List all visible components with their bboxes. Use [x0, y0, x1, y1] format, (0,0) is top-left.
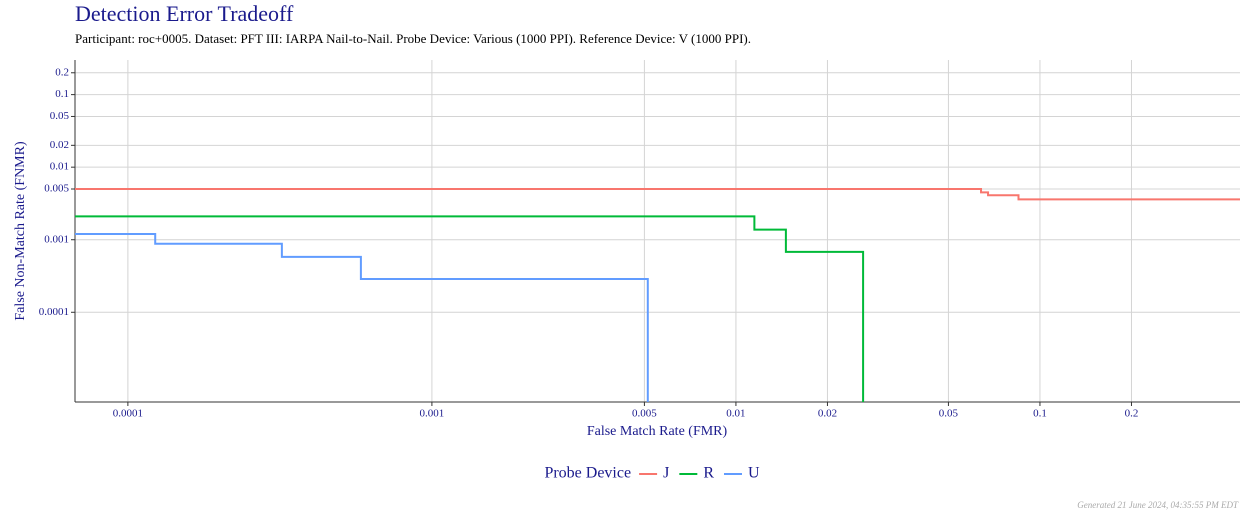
y-tick-label: 0.001 [44, 233, 69, 245]
legend-label: U [748, 465, 760, 482]
y-tick-label: 0.2 [55, 66, 69, 78]
y-tick-label: 0.005 [44, 183, 69, 195]
series-line [75, 232, 649, 402]
x-tick-label: 0.001 [420, 408, 445, 420]
x-tick-label: 0.02 [818, 408, 837, 420]
x-tick-label: 0.05 [939, 408, 959, 420]
legend-label: R [703, 465, 714, 482]
series-line [75, 188, 1240, 201]
x-tick-label: 0.0001 [113, 408, 143, 420]
legend-label: J [663, 465, 669, 482]
y-tick-label: 0.1 [55, 88, 69, 100]
series-line [75, 215, 865, 402]
chart-subtitle: Participant: roc+0005. Dataset: PFT III:… [75, 31, 751, 46]
x-tick-label: 0.2 [1125, 408, 1139, 420]
y-axis-label: False Non-Match Rate (FNMR) [13, 141, 28, 321]
y-tick-label: 0.05 [50, 110, 70, 122]
y-tick-label: 0.0001 [39, 306, 69, 318]
footnote: Generated 21 June 2024, 04:35:55 PM EDT [1077, 500, 1239, 510]
y-tick-label: 0.02 [50, 139, 69, 151]
chart-title: Detection Error Tradeoff [75, 1, 294, 26]
x-tick-label: 0.01 [726, 408, 745, 420]
x-tick-label: 0.005 [632, 408, 657, 420]
legend-title: Probe Device [544, 465, 631, 482]
y-tick-label: 0.01 [50, 161, 69, 173]
x-axis-label: False Match Rate (FMR) [587, 424, 728, 439]
x-tick-label: 0.1 [1033, 408, 1047, 420]
